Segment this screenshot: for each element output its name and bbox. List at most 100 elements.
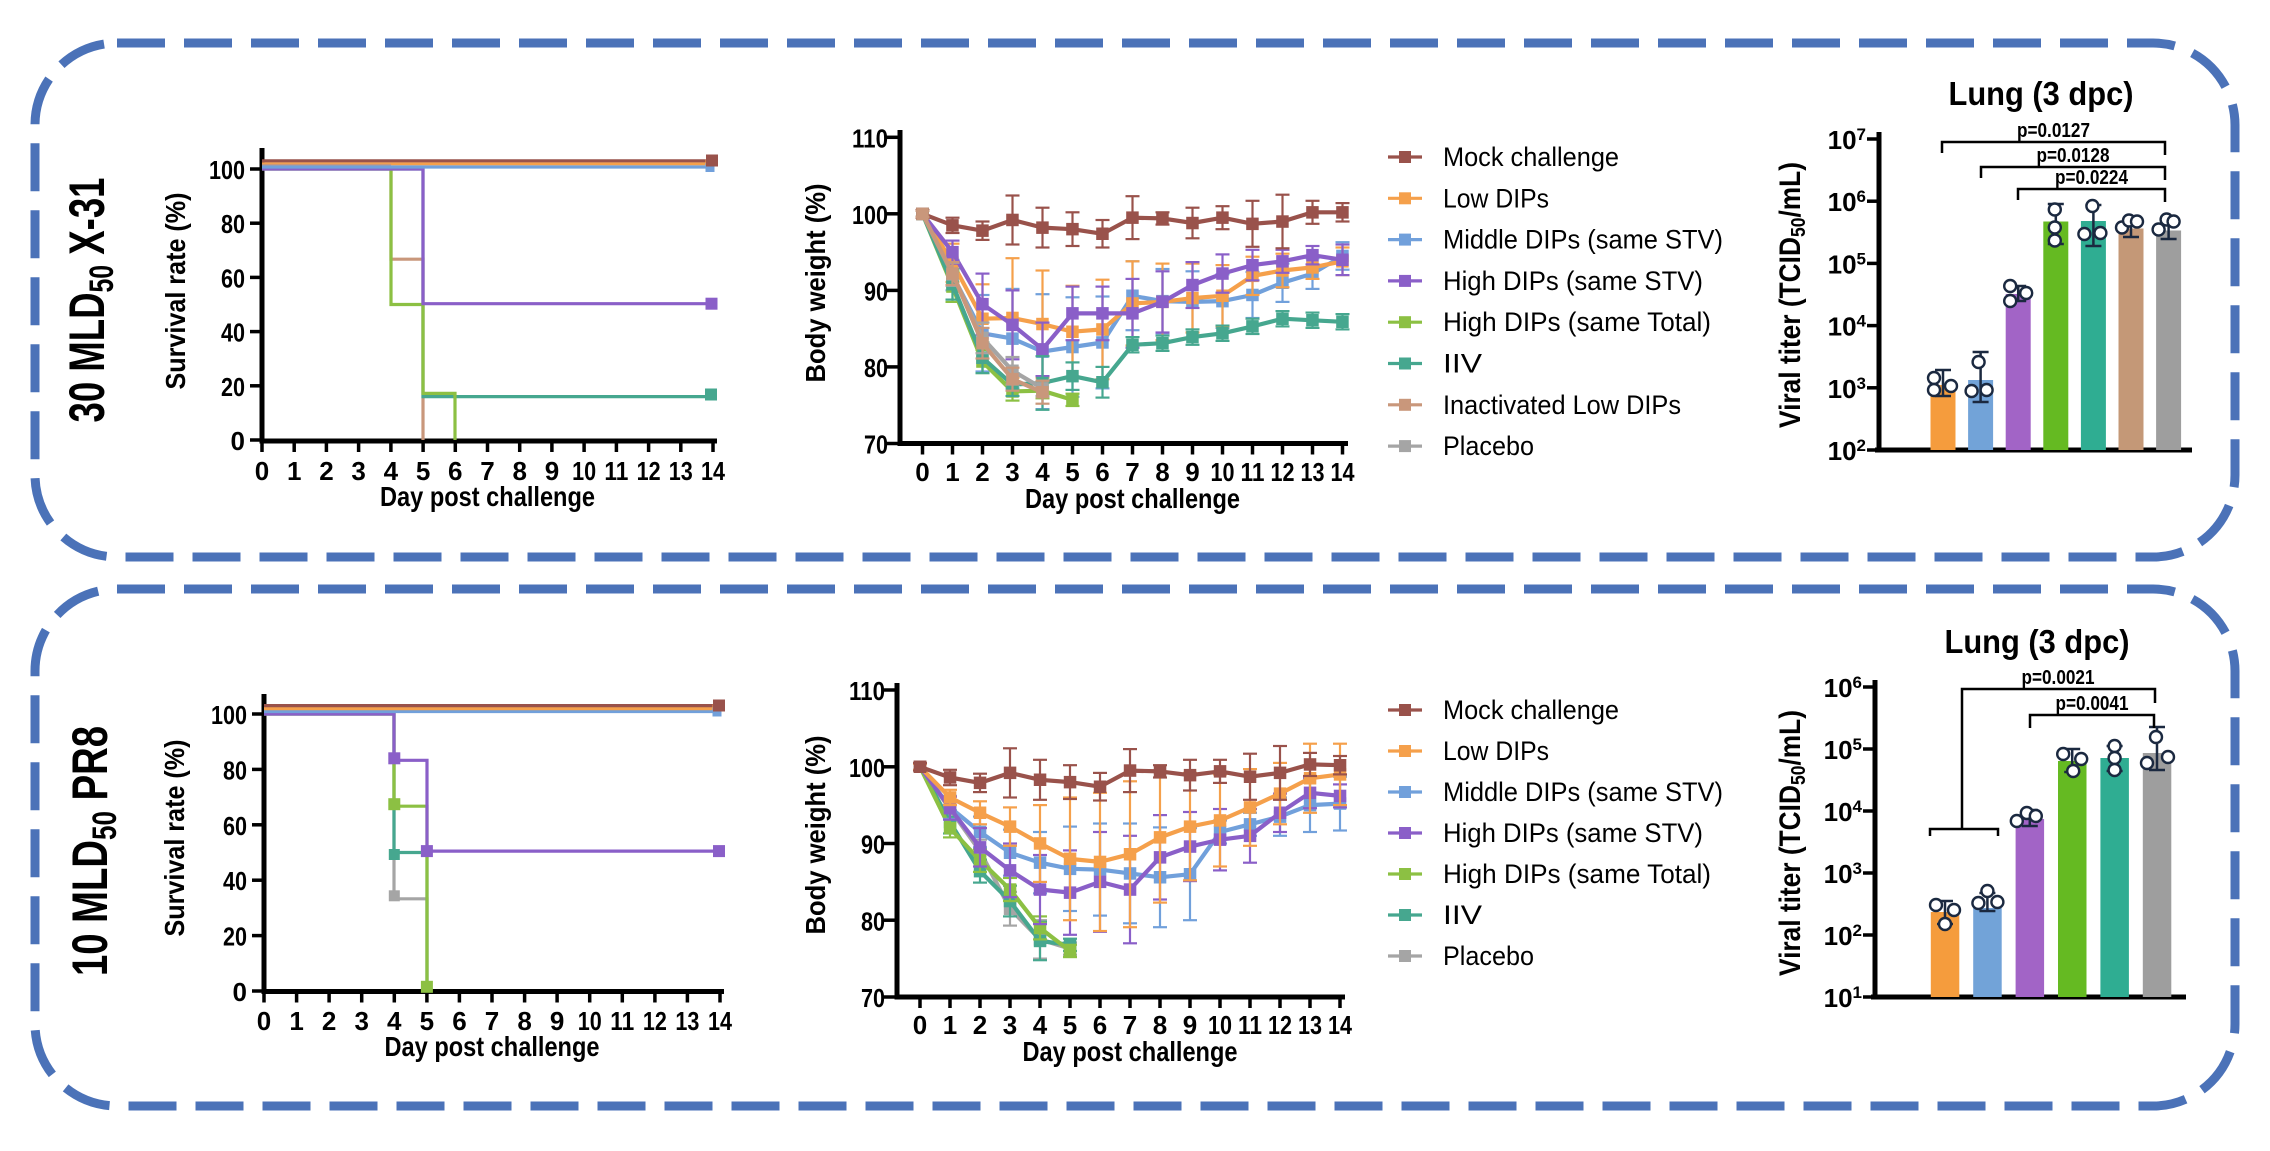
svg-text:7: 7	[1123, 1010, 1137, 1040]
svg-text:14: 14	[1331, 457, 1355, 487]
svg-text:0: 0	[255, 456, 269, 486]
svg-text:4: 4	[1035, 457, 1050, 487]
svg-text:1: 1	[943, 1010, 957, 1040]
svg-text:High DIPs (same STV): High DIPs (same STV)	[1443, 818, 1703, 848]
svg-text:104: 104	[1828, 312, 1867, 342]
svg-text:90: 90	[864, 276, 888, 306]
svg-text:101: 101	[1824, 983, 1862, 1013]
svg-text:106: 106	[1824, 673, 1862, 703]
svg-text:40: 40	[223, 866, 247, 896]
svg-text:4: 4	[387, 1006, 402, 1036]
svg-text:103: 103	[1824, 859, 1862, 889]
svg-text:106: 106	[1828, 187, 1866, 217]
svg-text:4: 4	[1033, 1010, 1048, 1040]
svg-text:20: 20	[223, 922, 247, 952]
svg-text:Day post challenge: Day post challenge	[1023, 1036, 1238, 1067]
svg-text:10 MLD50​ PR8: 10 MLD50​ PR8	[62, 726, 124, 976]
svg-text:60: 60	[221, 263, 245, 293]
svg-text:8: 8	[512, 456, 526, 486]
svg-text:13: 13	[1301, 457, 1325, 487]
svg-text:6: 6	[1095, 457, 1109, 487]
svg-text:Lung (3 dpc): Lung (3 dpc)	[1945, 623, 2130, 660]
svg-text:12: 12	[1268, 1010, 1292, 1040]
svg-text:105: 105	[1824, 735, 1862, 765]
svg-text:70: 70	[861, 983, 885, 1013]
svg-text:Inactivated Low DIPs: Inactivated Low DIPs	[1443, 390, 1681, 420]
svg-text:100: 100	[211, 700, 247, 730]
svg-text:Placebo: Placebo	[1443, 941, 1534, 971]
svg-text:14: 14	[708, 1006, 732, 1036]
svg-text:Mock challenge: Mock challenge	[1443, 142, 1619, 172]
svg-text:13: 13	[675, 1006, 699, 1036]
svg-text:3: 3	[351, 456, 365, 486]
svg-text:70: 70	[864, 430, 888, 460]
svg-text:105: 105	[1828, 249, 1866, 279]
svg-text:9: 9	[1185, 457, 1199, 487]
svg-text:11: 11	[604, 456, 628, 486]
svg-text:10: 10	[1208, 1010, 1232, 1040]
svg-text:7: 7	[480, 456, 494, 486]
svg-text:Survival rate (%): Survival rate (%)	[159, 740, 190, 937]
svg-text:0: 0	[233, 977, 247, 1007]
svg-text:2: 2	[322, 1006, 336, 1036]
svg-text:0: 0	[257, 1006, 271, 1036]
svg-text:110: 110	[849, 676, 885, 706]
svg-text:7: 7	[1125, 457, 1139, 487]
svg-text:2: 2	[973, 1010, 987, 1040]
svg-text:IIV: IIV	[1443, 900, 1482, 930]
svg-text:Low DIPs: Low DIPs	[1443, 183, 1549, 213]
svg-text:6: 6	[452, 1006, 466, 1036]
svg-text:p=0.0128: p=0.0128	[2037, 145, 2110, 167]
svg-text:12: 12	[1271, 457, 1295, 487]
svg-text:6: 6	[1093, 1010, 1107, 1040]
svg-text:13: 13	[669, 456, 693, 486]
svg-text:102: 102	[1828, 436, 1866, 466]
svg-text:Body weight (%): Body weight (%)	[800, 736, 831, 935]
svg-text:5: 5	[1065, 457, 1079, 487]
svg-text:12: 12	[637, 456, 661, 486]
svg-text:11: 11	[1238, 1010, 1262, 1040]
svg-text:40: 40	[221, 318, 245, 348]
svg-text:3: 3	[354, 1006, 368, 1036]
svg-text:High DIPs (same Total): High DIPs (same Total)	[1443, 307, 1711, 337]
svg-text:Low DIPs: Low DIPs	[1443, 736, 1549, 766]
svg-text:90: 90	[861, 830, 885, 860]
svg-text:Middle DIPs (same STV): Middle DIPs (same STV)	[1443, 777, 1723, 807]
svg-text:1: 1	[945, 457, 959, 487]
svg-text:0: 0	[231, 426, 245, 456]
svg-text:Middle DIPs (same STV): Middle DIPs (same STV)	[1443, 225, 1723, 255]
svg-text:IIV: IIV	[1443, 349, 1482, 379]
svg-text:100: 100	[209, 155, 245, 185]
svg-text:1: 1	[289, 1006, 303, 1036]
svg-text:9: 9	[550, 1006, 564, 1036]
svg-text:11: 11	[1241, 457, 1265, 487]
svg-text:p=0.0041: p=0.0041	[2056, 693, 2129, 715]
svg-text:5: 5	[416, 456, 430, 486]
svg-text:5: 5	[420, 1006, 434, 1036]
svg-text:9: 9	[545, 456, 559, 486]
svg-text:0: 0	[915, 457, 929, 487]
svg-text:14: 14	[701, 456, 725, 486]
svg-text:8: 8	[517, 1006, 531, 1036]
svg-text:60: 60	[223, 811, 247, 841]
svg-text:14: 14	[1328, 1010, 1352, 1040]
svg-text:104: 104	[1824, 797, 1863, 827]
svg-text:High DIPs (same Total): High DIPs (same Total)	[1443, 859, 1711, 889]
svg-text:80: 80	[861, 906, 885, 936]
svg-text:80: 80	[864, 353, 888, 383]
svg-text:30 MLD50​ X-31: 30 MLD50​ X-31	[59, 178, 121, 423]
svg-text:3: 3	[1005, 457, 1019, 487]
svg-text:Lung (3 dpc): Lung (3 dpc)	[1949, 75, 2134, 112]
svg-text:Placebo: Placebo	[1443, 431, 1534, 461]
svg-text:10: 10	[1211, 457, 1235, 487]
svg-text:Day post challenge: Day post challenge	[380, 481, 595, 512]
svg-text:12: 12	[643, 1006, 667, 1036]
svg-text:p=0.0127: p=0.0127	[2017, 120, 2090, 142]
svg-text:100: 100	[852, 200, 888, 230]
svg-text:Day post challenge: Day post challenge	[385, 1031, 600, 1062]
svg-text:7: 7	[485, 1006, 499, 1036]
svg-text:11: 11	[610, 1006, 634, 1036]
svg-text:p=0.0021: p=0.0021	[2022, 667, 2095, 689]
svg-text:107: 107	[1828, 125, 1866, 155]
svg-text:6: 6	[448, 456, 462, 486]
